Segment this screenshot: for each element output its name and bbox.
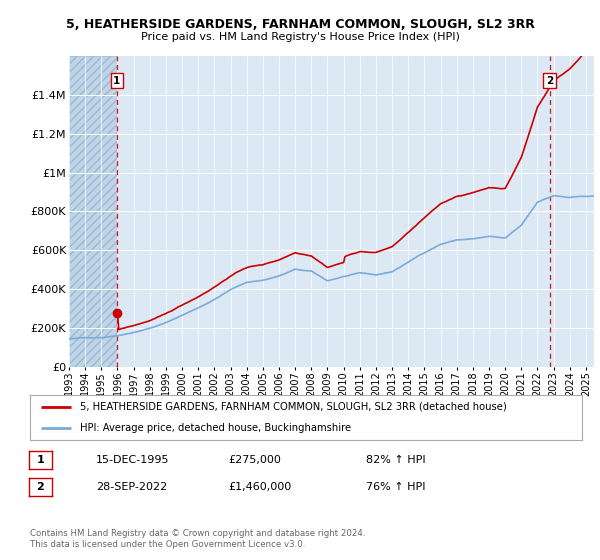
Text: Contains HM Land Registry data © Crown copyright and database right 2024.
This d: Contains HM Land Registry data © Crown c… bbox=[30, 529, 365, 549]
Text: 82% ↑ HPI: 82% ↑ HPI bbox=[366, 455, 425, 465]
Text: 76% ↑ HPI: 76% ↑ HPI bbox=[366, 482, 425, 492]
Text: 5, HEATHERSIDE GARDENS, FARNHAM COMMON, SLOUGH, SL2 3RR: 5, HEATHERSIDE GARDENS, FARNHAM COMMON, … bbox=[65, 18, 535, 31]
Text: 1: 1 bbox=[113, 76, 121, 86]
Text: HPI: Average price, detached house, Buckinghamshire: HPI: Average price, detached house, Buck… bbox=[80, 423, 351, 433]
Text: 2: 2 bbox=[37, 482, 44, 492]
Text: 2: 2 bbox=[546, 76, 553, 86]
Text: Price paid vs. HM Land Registry's House Price Index (HPI): Price paid vs. HM Land Registry's House … bbox=[140, 32, 460, 43]
Text: 5, HEATHERSIDE GARDENS, FARNHAM COMMON, SLOUGH, SL2 3RR (detached house): 5, HEATHERSIDE GARDENS, FARNHAM COMMON, … bbox=[80, 402, 506, 412]
Text: £275,000: £275,000 bbox=[228, 455, 281, 465]
Text: £1,460,000: £1,460,000 bbox=[228, 482, 291, 492]
Bar bbox=[69, 56, 117, 367]
Bar bbox=[69, 56, 117, 367]
Text: 15-DEC-1995: 15-DEC-1995 bbox=[96, 455, 170, 465]
Text: 28-SEP-2022: 28-SEP-2022 bbox=[96, 482, 167, 492]
Text: 1: 1 bbox=[37, 455, 44, 465]
